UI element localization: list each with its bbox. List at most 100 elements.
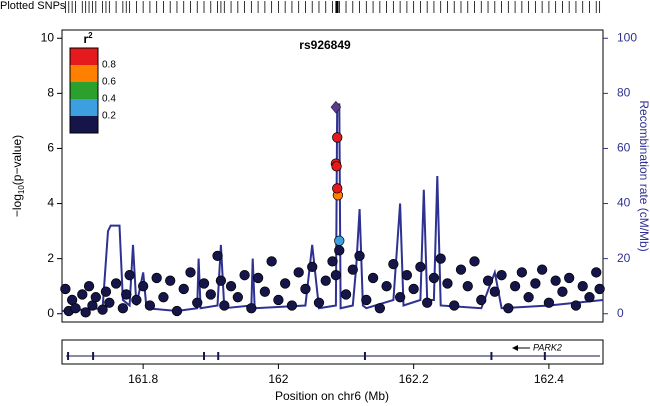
legend-frame xyxy=(69,47,99,134)
snp-point xyxy=(232,292,243,303)
recombination-line xyxy=(61,103,604,313)
snp-point xyxy=(280,278,291,289)
y-tick-label: 0 xyxy=(47,306,54,320)
snp-point xyxy=(320,275,331,286)
snp-point xyxy=(60,283,71,295)
snp-point xyxy=(131,294,142,306)
snp-point xyxy=(205,289,216,300)
x-tick-label: 162.4 xyxy=(534,372,564,386)
snp-point xyxy=(144,300,156,311)
legend-swatch xyxy=(70,48,98,65)
snp-point xyxy=(516,267,527,278)
y2-tick-label: 0 xyxy=(617,306,624,320)
y-tick-label: 6 xyxy=(47,141,54,155)
snp-point xyxy=(401,270,413,281)
snp-point xyxy=(137,281,149,292)
snp-point xyxy=(293,267,304,278)
snp-point xyxy=(332,132,343,143)
y-tick-label: 10 xyxy=(41,30,55,44)
gene-exon xyxy=(490,352,493,360)
x-axis-title: Position on chr6 (Mb) xyxy=(275,389,389,403)
legend-title: r2 xyxy=(83,31,93,46)
gene-label: PARK2 xyxy=(533,342,562,352)
snp-point xyxy=(523,292,534,303)
snp-point xyxy=(266,256,277,267)
snp-point xyxy=(442,278,453,289)
gene-exon xyxy=(217,352,220,360)
x-tick-label: 162 xyxy=(268,372,288,386)
snp-point xyxy=(212,250,223,262)
y-title-prefix: −log xyxy=(10,194,24,217)
snp-point xyxy=(70,303,81,314)
snp-point xyxy=(543,297,555,308)
legend-swatch xyxy=(70,99,98,116)
snp-point xyxy=(489,286,500,297)
snp-point xyxy=(97,304,108,315)
snp-point xyxy=(340,289,352,300)
snp-point xyxy=(435,253,446,264)
legend-swatch xyxy=(70,65,98,82)
snp-point xyxy=(394,292,406,303)
snp-point xyxy=(90,292,101,303)
snp-point xyxy=(273,294,284,306)
y2-tick-label: 80 xyxy=(617,86,631,100)
snp-point xyxy=(151,272,162,284)
snp-point xyxy=(347,264,358,275)
chart-title: rs926849 xyxy=(299,38,351,52)
snp-point xyxy=(557,286,568,297)
snp-point xyxy=(536,264,548,275)
snp-point xyxy=(185,267,196,278)
snp-point xyxy=(80,307,91,318)
snp-point xyxy=(482,275,494,286)
snp-point xyxy=(117,303,129,314)
gene-exon xyxy=(92,352,95,360)
snp-point xyxy=(476,294,487,306)
snp-point xyxy=(422,297,433,308)
snp-point xyxy=(110,278,122,289)
y-title-suffix: (p−value) xyxy=(10,135,24,185)
snp-point xyxy=(330,270,342,281)
y-title-subscript: 10 xyxy=(17,185,26,194)
snp-point xyxy=(564,272,575,284)
y2-axis-title: Recombination rate (cM/Mb) xyxy=(637,100,650,251)
snp-point xyxy=(449,300,460,311)
legend-label: 0.8 xyxy=(102,60,116,71)
y-tick-label: 4 xyxy=(47,196,54,210)
snp-point xyxy=(530,278,541,289)
plot-frame xyxy=(61,29,604,323)
gene-arrowhead xyxy=(512,345,518,351)
gene-track-frame xyxy=(61,339,604,365)
snp-point xyxy=(331,161,342,172)
snp-point xyxy=(77,289,88,300)
snp-point xyxy=(124,270,135,281)
legend-title-base: r xyxy=(83,32,88,46)
y2-tick-label: 20 xyxy=(617,251,631,265)
snp-point xyxy=(104,297,115,308)
gene-exon xyxy=(203,352,206,360)
snp-point xyxy=(219,300,230,311)
y-tick-label: 8 xyxy=(47,86,54,100)
snp-point xyxy=(509,281,521,292)
snp-point xyxy=(388,259,399,270)
legend-title-sup: 2 xyxy=(88,31,93,40)
snp-point xyxy=(408,283,419,295)
snp-point xyxy=(100,286,112,297)
snp-point xyxy=(462,281,473,292)
snp-point xyxy=(121,289,132,300)
legend-label: 0.4 xyxy=(102,94,116,105)
snp-point xyxy=(332,183,343,194)
snp-point xyxy=(354,250,365,262)
snp-point xyxy=(469,256,480,267)
snp-point xyxy=(570,300,582,311)
snp-point xyxy=(286,300,298,311)
snp-point xyxy=(225,281,237,292)
snp-point xyxy=(428,272,440,284)
legend-swatch xyxy=(70,116,98,133)
snp-point xyxy=(171,305,183,317)
x-tick-label: 161.8 xyxy=(128,372,158,386)
lead-snp xyxy=(330,100,342,114)
y-axis-title: −log10(p−value) xyxy=(10,135,26,217)
snp-point xyxy=(455,264,467,275)
